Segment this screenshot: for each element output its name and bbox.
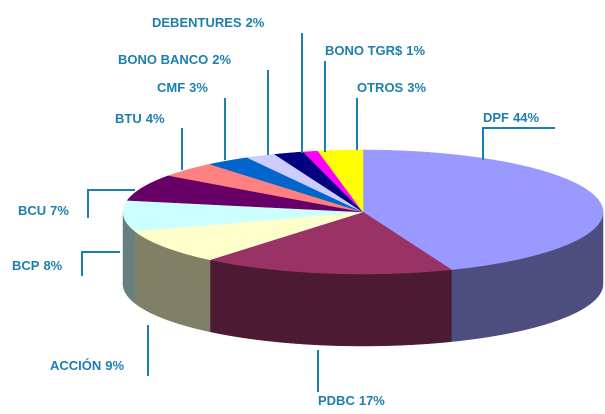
category-name: BONO TGR$ xyxy=(325,43,403,58)
value-label: 2% xyxy=(212,52,231,67)
slice-label: DEBENTURES 2% xyxy=(152,15,265,30)
category-name: BONO BANCO xyxy=(118,52,208,67)
value-label: 1% xyxy=(406,43,425,58)
slice-label: CMF 3% xyxy=(157,80,208,95)
leader-line xyxy=(81,251,120,276)
slice xyxy=(167,163,364,213)
slice xyxy=(209,157,364,213)
leader-line xyxy=(87,189,135,218)
value-label: 3% xyxy=(189,80,208,95)
category-name: BCP xyxy=(12,258,40,273)
category-name: DEBENTURES xyxy=(152,15,242,30)
slice xyxy=(126,175,364,213)
value-label: 8% xyxy=(43,258,62,273)
slice-label: BCU 7% xyxy=(18,203,69,218)
category-name: CMF xyxy=(157,80,185,95)
slice-label: BONO TGR$ 1% xyxy=(325,43,426,58)
slice-label: ACCIÓN 9% xyxy=(50,358,125,373)
slice-label: BTU 4% xyxy=(115,111,165,126)
slice-label: PDBC 17% xyxy=(318,393,385,408)
leader-line xyxy=(482,127,555,160)
slice-label: DPF 44% xyxy=(483,110,539,125)
slice-label: OTROS 3% xyxy=(357,80,426,95)
value-label: 2% xyxy=(246,15,265,30)
category-name: ACCIÓN xyxy=(50,358,101,373)
slice xyxy=(134,211,364,261)
value-label: 7% xyxy=(50,203,69,218)
value-label: 9% xyxy=(105,358,124,373)
category-name: BCU xyxy=(18,203,46,218)
category-name: OTROS xyxy=(357,80,404,95)
value-label: 4% xyxy=(146,111,165,126)
category-name: BTU xyxy=(115,111,142,126)
slice xyxy=(246,154,364,213)
slice xyxy=(209,211,453,275)
slice xyxy=(317,149,364,213)
slice-label: BCP 8% xyxy=(12,258,63,273)
value-label: 17% xyxy=(359,393,385,408)
slice-label: BONO BANCO 2% xyxy=(118,52,232,67)
value-label: 3% xyxy=(407,80,426,95)
slice xyxy=(122,200,364,232)
category-name: PDBC xyxy=(318,393,355,408)
value-label: 44% xyxy=(513,110,539,125)
slice xyxy=(362,149,604,270)
category-name: DPF xyxy=(483,110,509,125)
